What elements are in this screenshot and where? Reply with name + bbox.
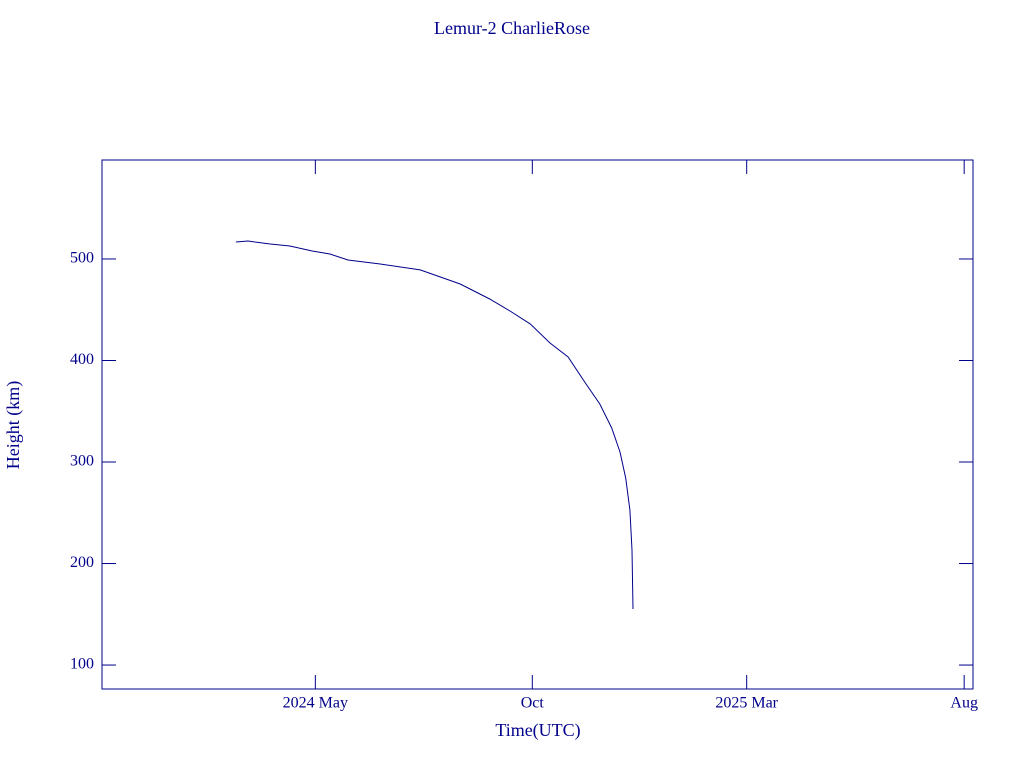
x-tick-label: Oct xyxy=(521,695,545,712)
y-tick-label: 300 xyxy=(70,453,94,470)
x-tick-label: 2024 May xyxy=(283,695,348,712)
chart-title: Lemur-2 CharlieRose xyxy=(434,18,590,38)
data-line xyxy=(235,240,634,610)
x-axis-label: Time(UTC) xyxy=(495,720,580,741)
x-tick-label: Aug xyxy=(950,695,978,712)
y-tick-label: 100 xyxy=(70,656,94,673)
y-tick-label: 200 xyxy=(70,554,94,571)
y-axis-label: Height (km) xyxy=(3,381,24,469)
y-tick-label: 500 xyxy=(70,250,94,267)
plot-frame xyxy=(101,159,974,690)
y-tick-label: 400 xyxy=(70,351,94,368)
x-tick-label: 2025 Mar xyxy=(715,695,778,712)
